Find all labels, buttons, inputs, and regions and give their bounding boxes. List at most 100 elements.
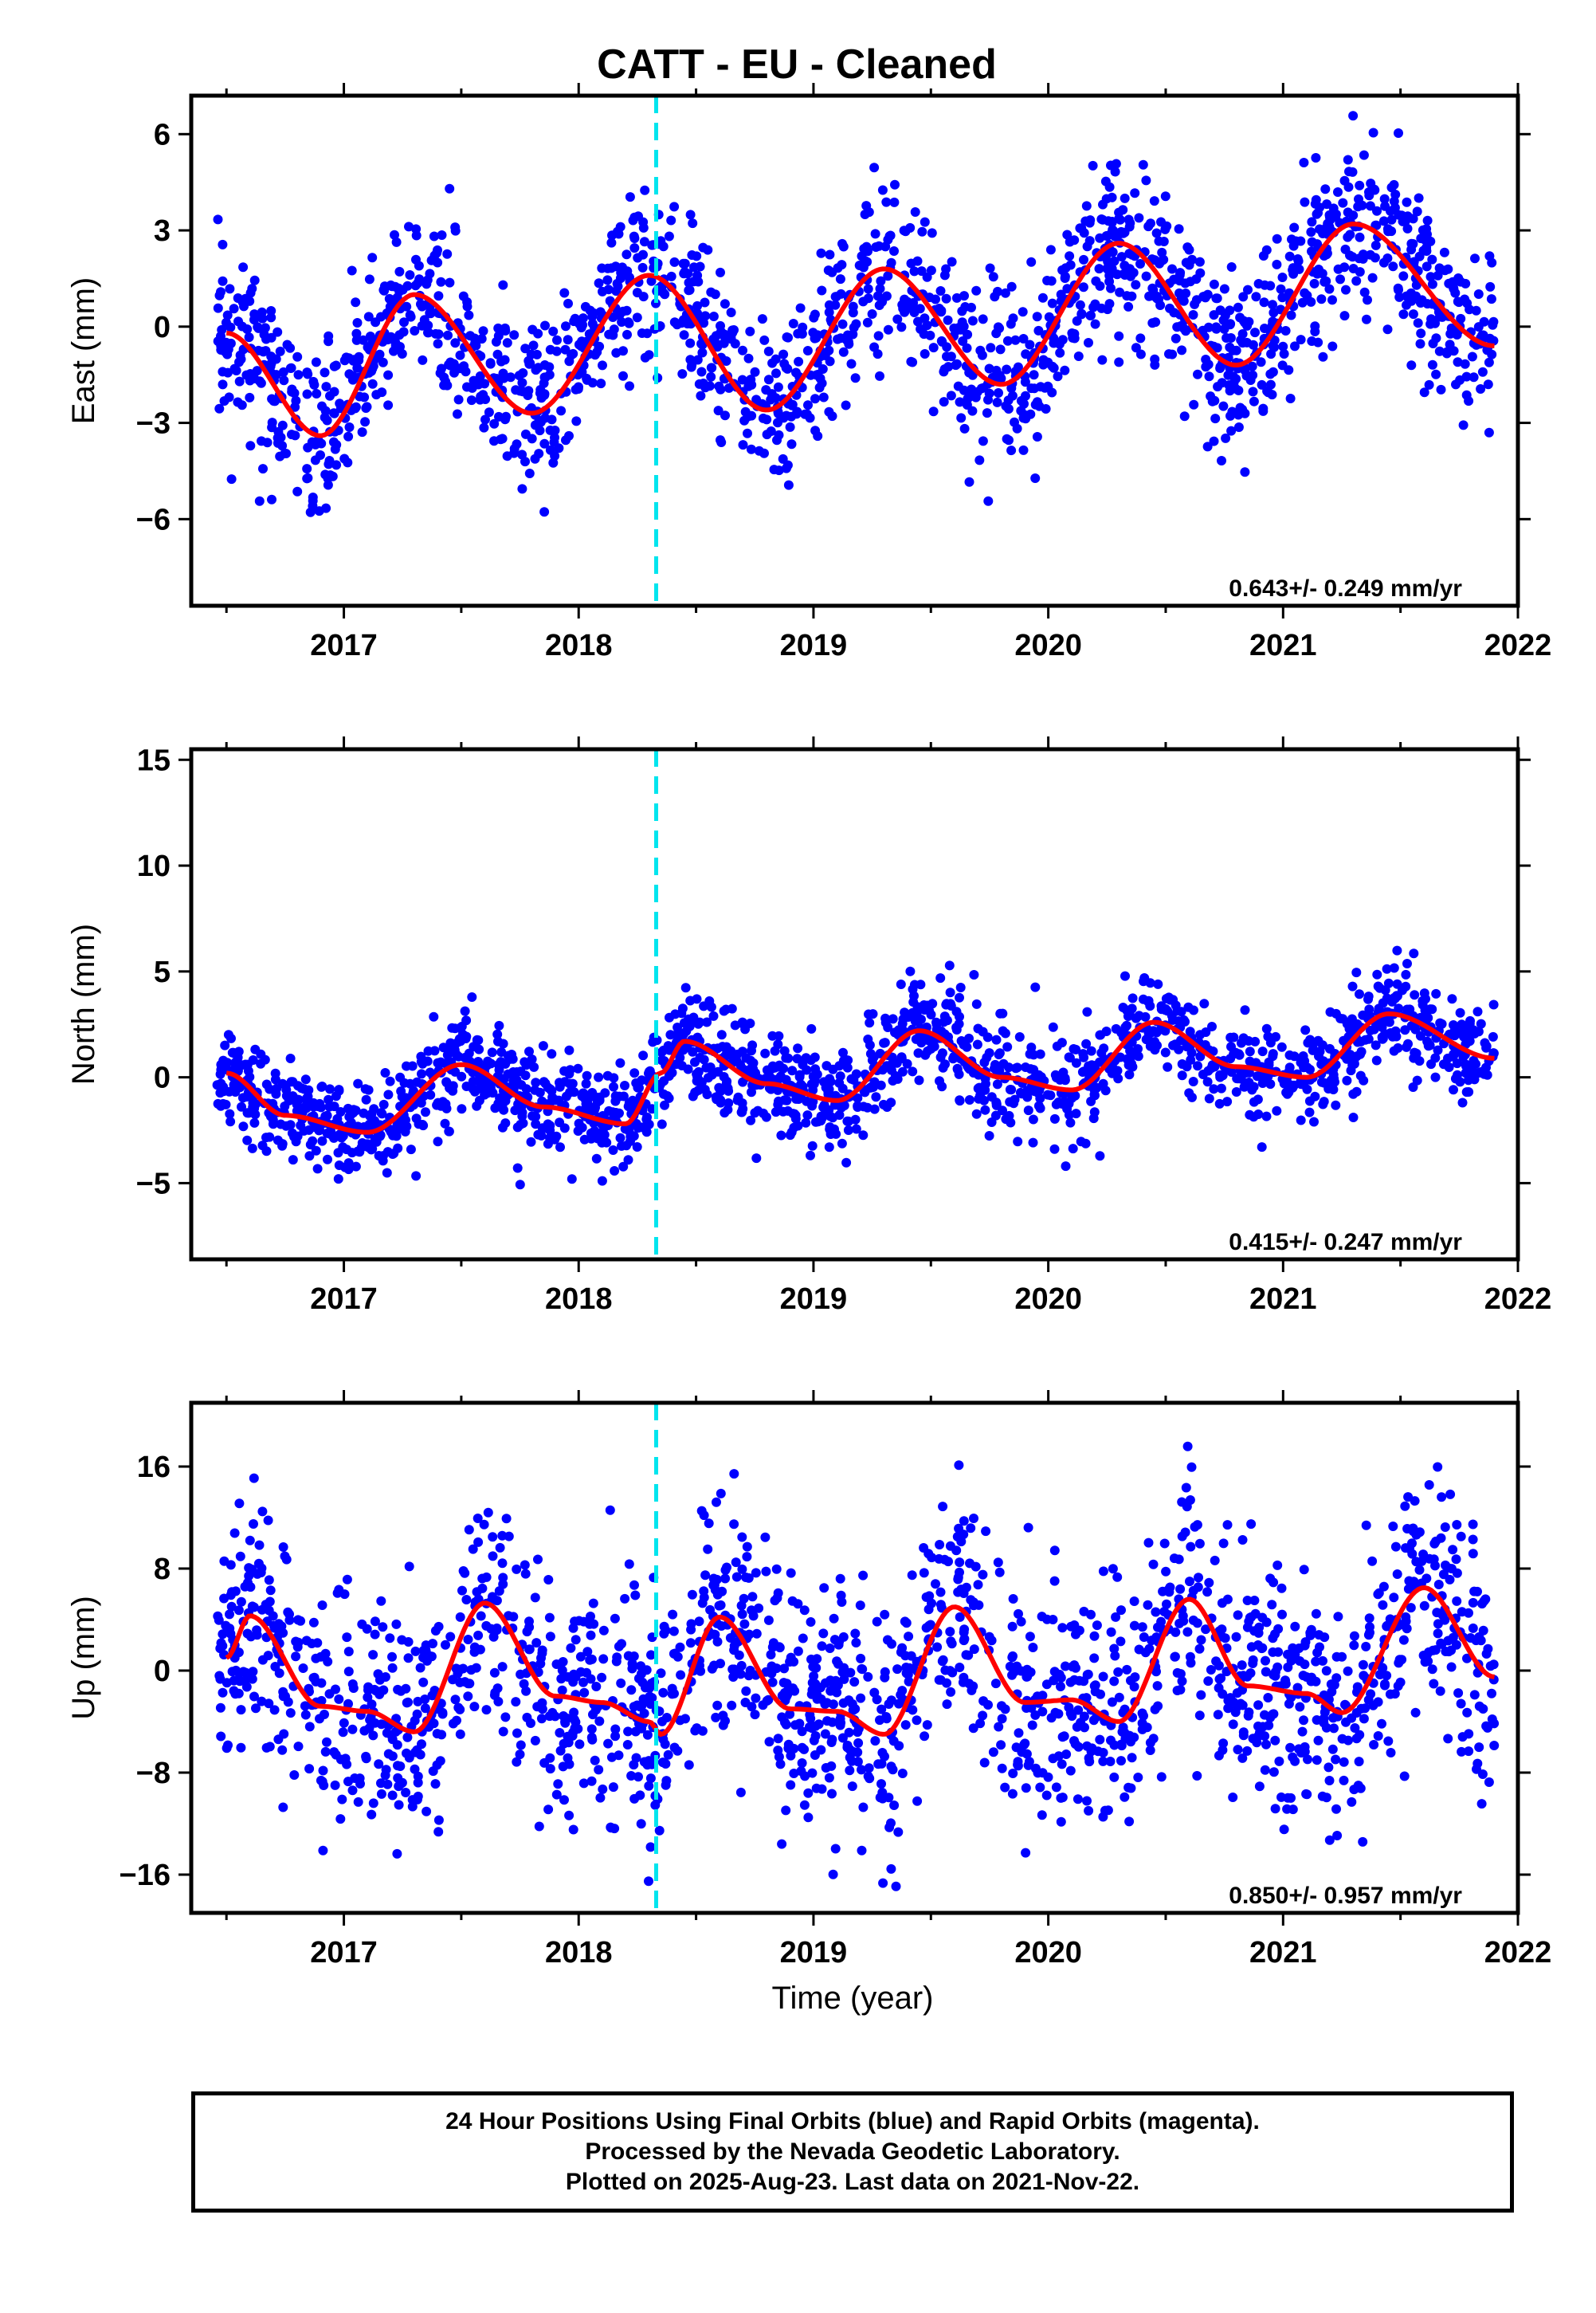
data-point bbox=[488, 1551, 498, 1561]
data-point bbox=[646, 276, 657, 286]
data-point bbox=[632, 312, 642, 323]
data-point bbox=[896, 1690, 906, 1700]
data-point bbox=[1369, 1740, 1379, 1749]
data-point bbox=[300, 1701, 310, 1711]
data-point bbox=[497, 1101, 508, 1111]
data-point bbox=[1347, 1014, 1357, 1024]
data-point bbox=[946, 391, 956, 401]
data-point bbox=[1203, 1676, 1214, 1687]
data-point bbox=[1123, 301, 1134, 312]
data-point bbox=[1299, 158, 1309, 167]
data-point bbox=[574, 1739, 585, 1749]
data-point bbox=[935, 1076, 944, 1086]
data-point bbox=[361, 1753, 371, 1764]
data-point bbox=[277, 1745, 288, 1755]
data-point bbox=[847, 1781, 857, 1792]
data-point bbox=[568, 1824, 578, 1835]
data-point bbox=[1188, 1077, 1198, 1086]
data-point bbox=[1244, 1036, 1254, 1046]
data-point bbox=[397, 1635, 407, 1645]
data-point bbox=[284, 1609, 294, 1620]
data-point bbox=[972, 1039, 982, 1050]
data-point bbox=[1261, 1739, 1271, 1749]
data-point bbox=[651, 298, 661, 308]
data-point bbox=[1004, 435, 1014, 446]
data-point bbox=[1383, 978, 1394, 988]
data-point bbox=[461, 1595, 472, 1604]
data-point bbox=[683, 1064, 693, 1074]
data-point bbox=[760, 1048, 771, 1058]
data-point bbox=[457, 1104, 467, 1114]
data-point bbox=[281, 1121, 292, 1131]
data-point bbox=[1260, 1710, 1269, 1720]
data-point bbox=[727, 1003, 737, 1014]
data-point bbox=[304, 1764, 315, 1774]
data-point bbox=[1177, 345, 1187, 355]
data-point bbox=[224, 1086, 234, 1097]
data-point bbox=[1193, 1061, 1202, 1071]
y-tick-label: 3 bbox=[154, 214, 171, 248]
data-point bbox=[1464, 1087, 1474, 1097]
data-point bbox=[935, 1052, 946, 1062]
data-point bbox=[986, 343, 996, 353]
data-point bbox=[589, 1091, 599, 1102]
data-point bbox=[824, 307, 834, 317]
data-point bbox=[1130, 188, 1140, 198]
data-point bbox=[218, 1055, 229, 1066]
data-point bbox=[737, 1532, 747, 1542]
data-point bbox=[618, 1091, 629, 1102]
data-point bbox=[511, 1697, 521, 1707]
data-point bbox=[1049, 1144, 1060, 1154]
data-point bbox=[476, 334, 487, 344]
data-point bbox=[577, 1122, 587, 1133]
data-point bbox=[517, 484, 527, 494]
data-point bbox=[877, 185, 888, 195]
data-point bbox=[218, 1641, 228, 1651]
data-point bbox=[564, 1069, 574, 1079]
data-point bbox=[1387, 1031, 1398, 1042]
data-point bbox=[463, 1635, 473, 1644]
data-point bbox=[351, 297, 361, 308]
data-point bbox=[1109, 1676, 1120, 1687]
data-point bbox=[971, 285, 982, 296]
data-point bbox=[348, 355, 359, 366]
data-point bbox=[1233, 1745, 1243, 1755]
data-point bbox=[1312, 1715, 1322, 1725]
data-point bbox=[1389, 1046, 1399, 1056]
data-point bbox=[1361, 1641, 1371, 1651]
data-point bbox=[992, 397, 1002, 407]
data-point bbox=[644, 1119, 654, 1129]
data-point bbox=[978, 1569, 988, 1580]
data-point bbox=[1182, 1627, 1193, 1637]
data-point bbox=[544, 362, 555, 372]
data-point bbox=[500, 1118, 511, 1129]
data-point bbox=[213, 1080, 223, 1090]
data-point bbox=[444, 359, 454, 370]
data-point bbox=[418, 355, 428, 365]
data-point bbox=[624, 1559, 634, 1569]
data-point bbox=[1306, 227, 1316, 238]
data-point bbox=[325, 391, 335, 401]
data-point bbox=[951, 1007, 962, 1017]
data-point bbox=[1118, 1003, 1128, 1012]
data-point bbox=[1487, 257, 1497, 268]
data-point bbox=[1185, 277, 1195, 287]
data-point bbox=[952, 359, 962, 369]
data-point bbox=[589, 1619, 599, 1629]
data-point bbox=[1070, 1090, 1080, 1101]
data-point bbox=[788, 1109, 798, 1119]
data-point bbox=[1086, 1046, 1096, 1056]
data-point bbox=[500, 326, 511, 336]
data-point bbox=[845, 1765, 855, 1776]
data-point bbox=[1372, 206, 1382, 216]
data-point bbox=[721, 1042, 731, 1052]
data-point bbox=[881, 197, 892, 207]
data-point bbox=[1114, 357, 1124, 367]
data-point bbox=[984, 1131, 994, 1141]
data-point bbox=[626, 1685, 637, 1695]
data-point bbox=[955, 397, 965, 407]
data-point bbox=[1272, 1105, 1282, 1116]
data-point bbox=[658, 1687, 669, 1698]
data-point bbox=[273, 327, 283, 337]
data-point bbox=[321, 382, 331, 392]
